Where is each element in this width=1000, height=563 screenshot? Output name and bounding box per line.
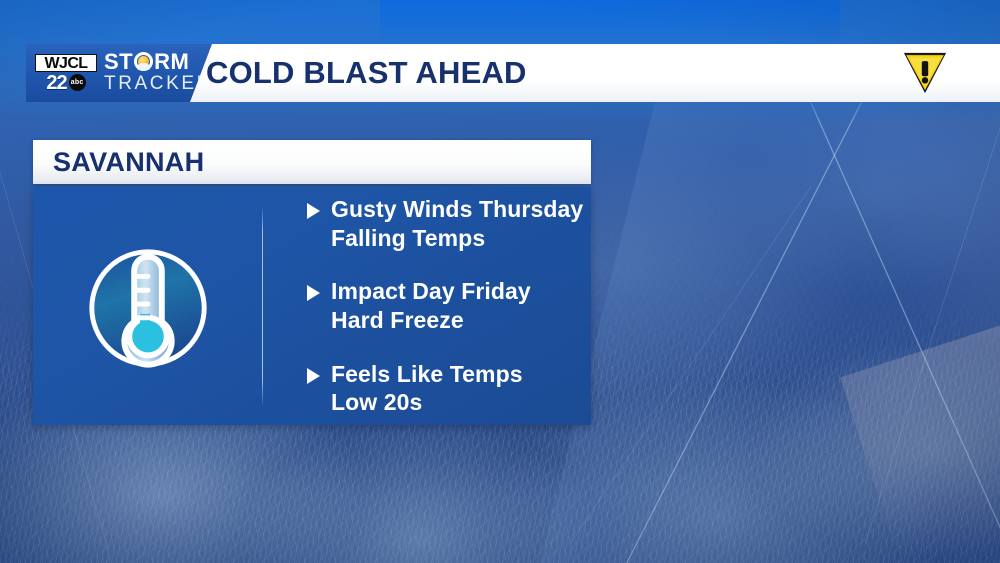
tracker-word: TRACKER bbox=[104, 72, 213, 94]
list-item: Feels Like Temps Low 20s bbox=[307, 360, 591, 417]
bullet-text: Impact Day Friday Hard Freeze bbox=[331, 277, 531, 334]
bullet-line-2: Falling Temps bbox=[331, 224, 486, 251]
storm-word-part-rm: RM bbox=[154, 48, 190, 74]
bullet-line-1: Gusty Winds Thursday bbox=[331, 196, 584, 223]
forecast-bullet-list: Gusty Winds Thursday Falling Temps Impac… bbox=[263, 189, 591, 422]
triangle-bullet-icon bbox=[307, 367, 320, 384]
triangle-bullet-icon bbox=[307, 203, 320, 220]
station-logo-block: WJCL 22 abc ST RM TRACKER bbox=[26, 44, 212, 102]
bullet-text: Feels Like Temps Low 20s bbox=[331, 360, 523, 417]
list-item: Impact Day Friday Hard Freeze bbox=[307, 277, 591, 334]
abc-network-icon: abc bbox=[68, 74, 86, 91]
header-bar: WJCL 22 abc ST RM TRACKER bbox=[0, 44, 1000, 102]
city-title-bar: SAVANNAH bbox=[33, 140, 591, 184]
thermometer-icon bbox=[88, 249, 207, 368]
cloud-shape bbox=[137, 63, 151, 70]
sun-behind-cloud-icon bbox=[134, 52, 154, 71]
sun-shape bbox=[138, 56, 150, 67]
sky-highlight bbox=[380, 0, 840, 46]
warning-triangle-icon bbox=[902, 51, 948, 95]
forecast-panel: Gusty Winds Thursday Falling Temps Impac… bbox=[33, 187, 591, 425]
bullet-line-1: Feels Like Temps bbox=[331, 360, 523, 387]
storm-word: ST RM bbox=[104, 48, 212, 74]
storm-word-part-st: ST bbox=[104, 48, 134, 74]
headline-banner bbox=[163, 44, 1000, 102]
city-name: SAVANNAH bbox=[53, 146, 205, 177]
storm-tracker-wordmark: ST RM TRACKER bbox=[104, 48, 213, 96]
station-call-letters: WJCL bbox=[35, 53, 97, 72]
bullet-text: Gusty Winds Thursday Falling Temps bbox=[331, 195, 583, 252]
forecast-icon-area bbox=[33, 237, 262, 375]
bullet-line-1: Impact Day Friday bbox=[331, 278, 531, 305]
channel-network-row: 22 abc bbox=[35, 73, 97, 93]
bullet-line-2: Hard Freeze bbox=[331, 307, 464, 333]
panel-divider bbox=[262, 205, 263, 407]
triangle-bullet-icon bbox=[307, 285, 320, 302]
wjcl-logo: WJCL 22 abc bbox=[35, 53, 97, 93]
list-item: Gusty Winds Thursday Falling Temps bbox=[307, 195, 591, 252]
station-channel-number: 22 bbox=[46, 71, 67, 94]
bullet-line-2: Low 20s bbox=[331, 389, 423, 416]
page-title: COLD BLAST AHEAD bbox=[206, 55, 527, 90]
